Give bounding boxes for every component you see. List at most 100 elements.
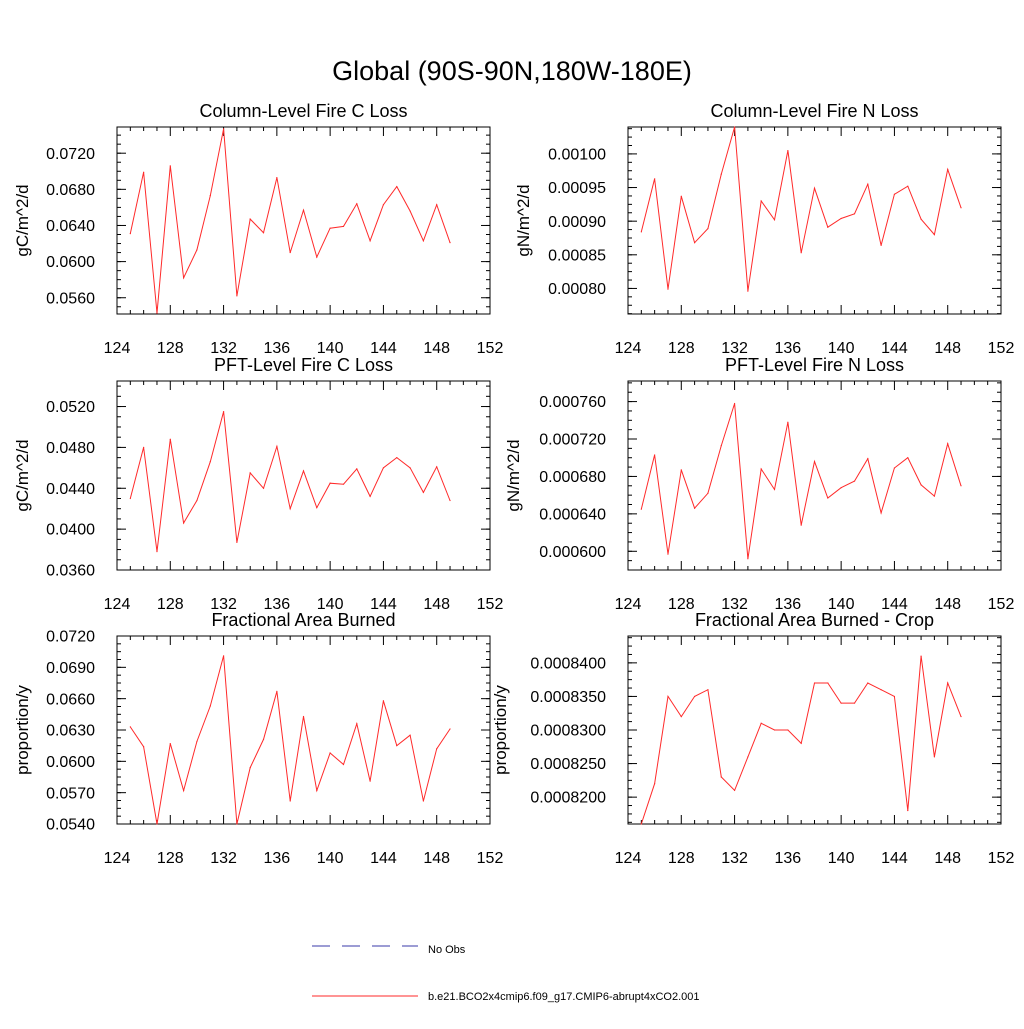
- y-axis-label: gC/m^2/d: [13, 184, 32, 256]
- data-point: [302, 470, 305, 472]
- x-tick-label: 144: [881, 596, 908, 613]
- y-tick-label: 0.0570: [46, 785, 95, 802]
- y-tick-label: 0.00080: [548, 281, 606, 298]
- y-tick-label: 0.0680: [46, 182, 95, 199]
- data-point: [209, 461, 211, 463]
- x-tick-label: 136: [264, 850, 291, 867]
- plot-frame: [116, 126, 491, 315]
- data-point: [169, 742, 171, 745]
- legend-no-obs-label: No Obs: [428, 944, 466, 956]
- data-point: [249, 472, 251, 474]
- data-point: [694, 695, 696, 698]
- y-tick-label: 0.0720: [46, 146, 95, 163]
- data-point: [169, 438, 171, 440]
- x-tick-label: 132: [210, 850, 237, 867]
- legend: No Obs b.e21.BCO2x4cmip6.f09_g17.CMIP6-a…: [312, 944, 700, 1003]
- subplot-3: PFT-Level Fire C Loss gC/m^2/d 124 128 132 13…: [13, 355, 503, 613]
- data-point: [867, 682, 869, 684]
- y-tick-label: 0.0008200: [530, 790, 606, 807]
- data-point: [169, 165, 171, 167]
- data-point: [396, 745, 398, 747]
- subplot-title: Fractional Area Burned: [211, 610, 395, 630]
- x-tick-label: 132: [721, 340, 748, 357]
- data-point: [236, 823, 238, 825]
- y-tick-label: 0.0008300: [530, 723, 606, 740]
- data-point: [707, 492, 709, 494]
- data-point: [933, 495, 935, 497]
- data-point: [316, 789, 318, 792]
- data-point: [907, 457, 909, 459]
- y-tick-label: 0.00095: [548, 180, 606, 197]
- x-tick-label: 128: [157, 340, 184, 357]
- y-axis-label: proportion/y: [491, 685, 510, 775]
- data-point: [409, 210, 411, 212]
- data-point: [289, 508, 291, 510]
- data-point: [813, 187, 816, 189]
- data-point: [369, 495, 371, 498]
- data-point: [840, 217, 842, 220]
- data-point: [262, 487, 265, 489]
- series-line: [640, 126, 962, 292]
- data-point: [707, 689, 709, 691]
- figure-title: Global (90S-90N,180W-180E): [332, 56, 692, 86]
- data-point: [302, 209, 305, 211]
- x-tick-label: 152: [477, 850, 504, 867]
- x-tick-label: 144: [370, 850, 397, 867]
- x-tick-label: 140: [317, 340, 344, 357]
- data-point: [733, 789, 736, 792]
- x-tick-label: 148: [423, 850, 450, 867]
- y-tick-label: 0.00085: [548, 247, 606, 264]
- subplot-title: Column-Level Fire C Loss: [199, 101, 407, 121]
- x-tick-label: 148: [934, 596, 961, 613]
- data-point: [236, 541, 238, 544]
- data-point: [382, 204, 385, 206]
- series-line: [640, 403, 962, 559]
- x-tick-label: 140: [828, 340, 855, 357]
- data-point: [960, 485, 962, 487]
- data-point: [947, 168, 949, 170]
- data-point: [680, 715, 682, 718]
- data-point: [156, 823, 158, 825]
- data-point: [747, 290, 749, 292]
- data-point: [143, 446, 145, 449]
- data-point: [787, 149, 789, 152]
- y-tick-label: 0.000640: [539, 506, 606, 523]
- data-point: [680, 469, 682, 471]
- data-point: [773, 219, 776, 221]
- data-point: [422, 491, 424, 493]
- data-point: [329, 752, 331, 754]
- data-point: [800, 742, 802, 745]
- x-tick-label: 124: [615, 850, 642, 867]
- y-tick-label: 0.0720: [46, 629, 95, 646]
- data-point: [920, 484, 922, 486]
- x-tick-label: 152: [988, 850, 1015, 867]
- data-point: [907, 809, 909, 812]
- data-point: [396, 186, 398, 188]
- data-point: [382, 467, 385, 469]
- x-tick-label: 144: [370, 596, 397, 613]
- x-tick-label: 128: [157, 596, 184, 613]
- data-point: [947, 443, 949, 445]
- data-point: [342, 483, 345, 485]
- data-point: [813, 460, 816, 463]
- y-tick-label: 0.0360: [46, 563, 95, 580]
- x-tick-label: 132: [210, 596, 237, 613]
- data-point: [449, 499, 451, 502]
- data-point: [640, 231, 642, 233]
- x-tick-label: 140: [317, 596, 344, 613]
- data-point: [222, 655, 225, 657]
- data-point: [436, 204, 438, 206]
- data-point: [773, 729, 776, 731]
- y-tick-label: 0.0008250: [530, 756, 606, 773]
- data-point: [436, 466, 438, 468]
- y-axis-label: gN/m^2/d: [514, 184, 533, 256]
- data-point: [209, 195, 211, 197]
- y-tick-label: 0.0690: [46, 660, 95, 677]
- x-tick-label: 140: [828, 596, 855, 613]
- data-point: [960, 715, 962, 718]
- plot-frame: [627, 126, 1002, 315]
- data-point: [654, 783, 656, 785]
- data-point: [827, 682, 829, 684]
- y-tick-label: 0.0540: [46, 817, 95, 834]
- y-axis-label: gC/m^2/d: [13, 439, 32, 511]
